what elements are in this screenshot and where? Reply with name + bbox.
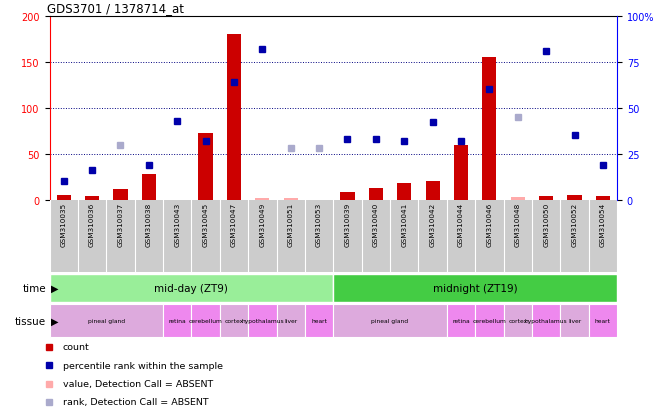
Bar — [397, 184, 411, 200]
Bar — [163, 305, 191, 337]
Bar — [589, 305, 617, 337]
Text: GSM310054: GSM310054 — [600, 202, 606, 247]
Text: cerebellum: cerebellum — [189, 318, 222, 324]
Bar — [568, 196, 581, 200]
Text: cortex: cortex — [508, 318, 527, 324]
Bar — [85, 197, 99, 200]
Text: GSM310047: GSM310047 — [231, 202, 237, 247]
Bar — [114, 189, 127, 200]
Text: GSM310046: GSM310046 — [486, 202, 492, 247]
Bar — [305, 305, 333, 337]
Text: count: count — [63, 343, 90, 351]
Text: pineal gland: pineal gland — [88, 318, 125, 324]
Text: cortex: cortex — [224, 318, 244, 324]
Bar — [333, 274, 617, 302]
Bar — [220, 305, 248, 337]
Text: time: time — [22, 283, 46, 293]
Bar — [539, 197, 553, 200]
Text: GSM310043: GSM310043 — [174, 202, 180, 247]
Bar — [50, 274, 333, 302]
Text: ▶: ▶ — [51, 283, 58, 293]
Text: mid-day (ZT9): mid-day (ZT9) — [154, 283, 228, 293]
Text: heart: heart — [595, 318, 611, 324]
Text: GSM310041: GSM310041 — [401, 202, 407, 247]
Text: GSM310049: GSM310049 — [259, 202, 265, 247]
Text: GDS3701 / 1378714_at: GDS3701 / 1378714_at — [47, 2, 183, 15]
Text: GSM310044: GSM310044 — [458, 202, 464, 247]
Bar — [199, 134, 213, 200]
Text: cerebellum: cerebellum — [473, 318, 506, 324]
Text: liver: liver — [284, 318, 298, 324]
Bar — [284, 199, 298, 200]
Text: value, Detection Call = ABSENT: value, Detection Call = ABSENT — [63, 379, 213, 388]
Bar — [341, 193, 354, 200]
Text: GSM310035: GSM310035 — [61, 202, 67, 247]
Text: GSM310045: GSM310045 — [203, 202, 209, 247]
Text: retina: retina — [168, 318, 186, 324]
Text: GSM310053: GSM310053 — [316, 202, 322, 247]
Text: GSM310051: GSM310051 — [288, 202, 294, 247]
Text: ▶: ▶ — [51, 316, 58, 326]
Text: retina: retina — [452, 318, 470, 324]
Bar — [504, 305, 532, 337]
Bar — [191, 305, 220, 337]
Text: GSM310037: GSM310037 — [117, 202, 123, 247]
Text: GSM310039: GSM310039 — [345, 202, 350, 247]
Bar — [57, 196, 71, 200]
Bar — [248, 305, 277, 337]
Bar — [142, 175, 156, 200]
Bar — [560, 305, 589, 337]
Text: GSM310048: GSM310048 — [515, 202, 521, 247]
Text: GSM310042: GSM310042 — [430, 202, 436, 247]
Bar — [475, 305, 504, 337]
Text: GSM310040: GSM310040 — [373, 202, 379, 247]
Bar — [426, 182, 440, 200]
Bar — [255, 199, 269, 200]
Bar — [454, 145, 468, 200]
Bar — [50, 305, 163, 337]
Bar — [447, 305, 475, 337]
Bar — [482, 58, 496, 200]
Text: GSM310038: GSM310038 — [146, 202, 152, 247]
Text: tissue: tissue — [15, 316, 46, 326]
Bar — [596, 197, 610, 200]
Bar — [532, 305, 560, 337]
Text: GSM310036: GSM310036 — [89, 202, 95, 247]
Text: GSM310050: GSM310050 — [543, 202, 549, 247]
Text: percentile rank within the sample: percentile rank within the sample — [63, 361, 223, 370]
Bar — [333, 305, 447, 337]
Bar — [277, 305, 305, 337]
Text: heart: heart — [311, 318, 327, 324]
Bar — [369, 188, 383, 200]
Text: rank, Detection Call = ABSENT: rank, Detection Call = ABSENT — [63, 397, 209, 406]
Text: hypothalamus: hypothalamus — [241, 318, 284, 324]
Text: GSM310052: GSM310052 — [572, 202, 578, 247]
Bar — [511, 197, 525, 200]
Text: liver: liver — [568, 318, 581, 324]
Text: midnight (ZT19): midnight (ZT19) — [433, 283, 517, 293]
Text: pineal gland: pineal gland — [372, 318, 409, 324]
Text: hypothalamus: hypothalamus — [525, 318, 568, 324]
Bar — [227, 35, 241, 200]
